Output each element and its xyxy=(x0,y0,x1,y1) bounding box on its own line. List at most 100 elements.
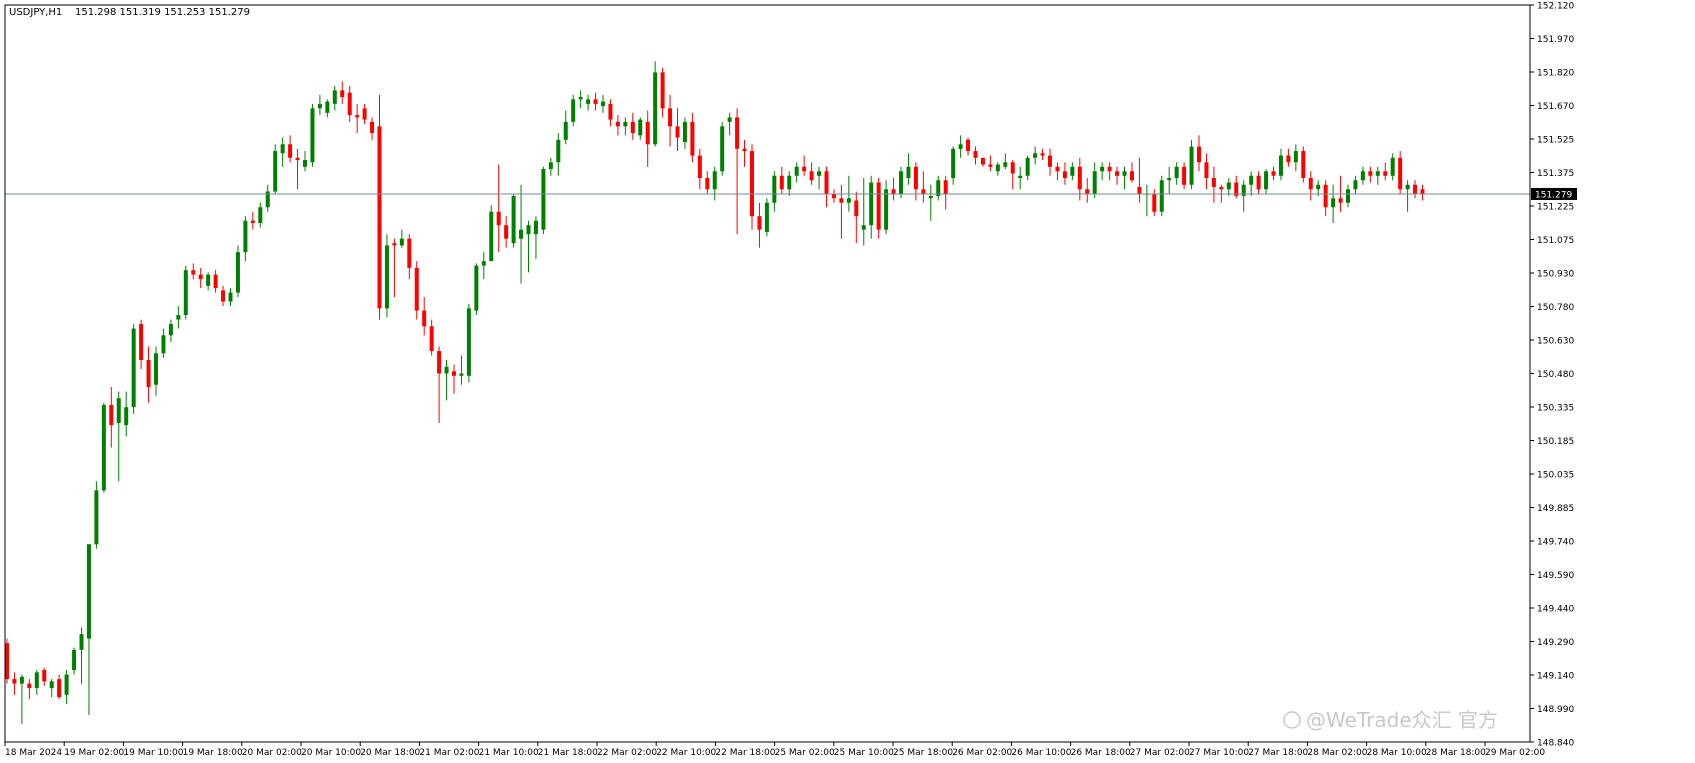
candle-body xyxy=(1003,162,1008,167)
price-axis[interactable]: 152.120 151.970 151.820 151.670 151.525 151.3… xyxy=(1530,2,1574,749)
candle xyxy=(571,94,576,127)
time-axis[interactable]: 18 Mar 2024 19 Mar 02:00 19 Mar 10:00 19 Ma… xyxy=(4,742,1545,758)
candle xyxy=(19,674,24,725)
candle-body xyxy=(571,99,576,122)
candle xyxy=(504,216,509,248)
candle-body xyxy=(720,126,725,172)
candle-body xyxy=(1129,171,1134,181)
time-tick-label: 20 Mar 18:00 xyxy=(360,748,420,758)
candle xyxy=(541,166,546,235)
candle xyxy=(1413,180,1418,199)
candle-body xyxy=(884,189,889,230)
candle xyxy=(139,319,144,370)
candle-body xyxy=(556,139,561,163)
price-tick-label: 150.035 xyxy=(1537,471,1574,481)
watermark-logo-icon xyxy=(1283,711,1301,729)
candle-body xyxy=(601,101,605,107)
candle-body xyxy=(1167,178,1172,181)
candle-body xyxy=(265,191,270,208)
candle-body xyxy=(79,634,84,650)
candle xyxy=(1107,162,1112,181)
candle-body xyxy=(191,270,196,275)
candle xyxy=(332,85,337,111)
candle xyxy=(735,108,740,235)
candle xyxy=(1085,178,1090,203)
candle xyxy=(1092,162,1097,199)
candle xyxy=(1010,160,1015,190)
candle-body xyxy=(772,175,777,203)
candle-body xyxy=(593,99,598,104)
candle-body xyxy=(146,360,151,387)
candle-body xyxy=(668,108,673,127)
candle-body xyxy=(831,193,836,199)
candle-body xyxy=(481,261,486,266)
candle-body xyxy=(243,220,248,253)
candle xyxy=(727,112,732,136)
candle-body xyxy=(660,72,665,109)
candle-body xyxy=(1338,198,1343,203)
price-tick-label: 150.780 xyxy=(1537,303,1574,313)
candle xyxy=(593,92,598,111)
candle xyxy=(429,319,434,356)
candle xyxy=(1226,178,1231,196)
time-tick-label: 27 Mar 10:00 xyxy=(1189,748,1249,758)
candle-body xyxy=(1048,155,1052,167)
candle-body xyxy=(943,180,948,194)
price-tick-label: 150.930 xyxy=(1537,270,1574,280)
candle-body xyxy=(466,308,471,376)
candle xyxy=(12,672,17,695)
candle-body xyxy=(1278,155,1283,176)
candle xyxy=(422,297,427,336)
candle xyxy=(191,263,196,280)
candle-body xyxy=(1256,175,1261,190)
price-tick-label: 149.590 xyxy=(1537,571,1574,581)
candle-body xyxy=(250,220,255,223)
candle-body xyxy=(1368,171,1373,176)
candle xyxy=(288,135,293,163)
candle xyxy=(1167,166,1172,194)
candle-body xyxy=(578,97,583,100)
candle-body xyxy=(913,166,918,190)
candle xyxy=(1264,169,1269,194)
candle-body xyxy=(504,225,509,239)
candle xyxy=(966,137,971,156)
candle xyxy=(1249,171,1254,196)
candle-body xyxy=(705,178,710,190)
candle-body xyxy=(638,119,643,136)
candle-body xyxy=(1092,171,1097,194)
candle-body xyxy=(414,267,419,311)
candle xyxy=(370,117,375,140)
time-tick-label: 22 Mar 18:00 xyxy=(715,748,775,758)
candle xyxy=(943,175,948,210)
price-tick-label: 149.740 xyxy=(1537,538,1574,548)
candle-body xyxy=(422,310,427,327)
candle-body xyxy=(958,144,963,149)
candle xyxy=(772,171,777,212)
candle-body xyxy=(846,198,851,203)
candle-body xyxy=(1077,166,1082,190)
candle xyxy=(1234,175,1239,199)
symbol-timeframe-label: USDJPY,H1 xyxy=(9,7,62,18)
candle-body xyxy=(1286,155,1291,163)
candle-body xyxy=(1241,184,1246,196)
candle-body xyxy=(1234,182,1239,196)
candle xyxy=(876,178,881,239)
price-tick-label: 150.185 xyxy=(1537,437,1574,447)
candle xyxy=(794,162,799,183)
candle-body xyxy=(511,195,516,244)
candle xyxy=(995,162,1000,176)
candle xyxy=(556,133,561,176)
candle xyxy=(1405,180,1410,212)
time-tick-label: 26 Mar 02:00 xyxy=(952,748,1012,758)
candle-body xyxy=(980,157,985,165)
candle xyxy=(42,667,47,686)
candle-body xyxy=(1070,166,1075,176)
candle-body xyxy=(370,121,375,134)
ohlc-readout: 151.298 151.319 151.253 151.279 xyxy=(75,7,250,18)
candle-body xyxy=(496,211,501,226)
candle xyxy=(578,90,583,109)
time-tick-label: 29 Mar 02:00 xyxy=(1485,748,1545,758)
candle-body xyxy=(273,151,278,192)
